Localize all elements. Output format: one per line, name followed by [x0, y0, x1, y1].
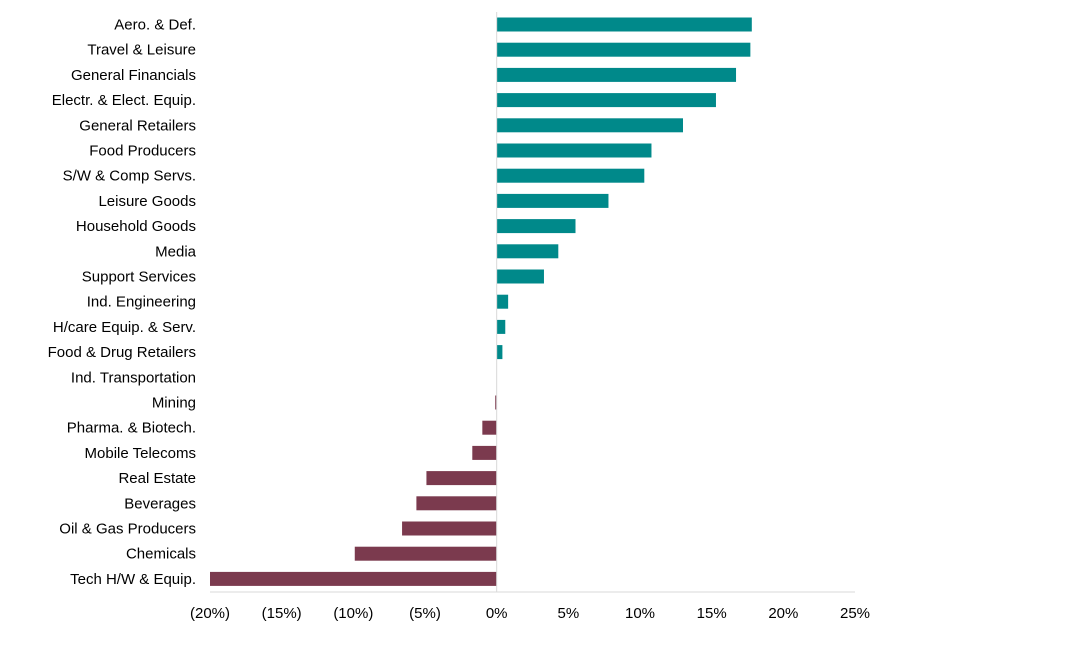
category-label: Aero. & Def.	[114, 17, 196, 34]
x-tick-label: (15%)	[262, 605, 302, 622]
category-label: Oil & Gas Producers	[59, 521, 196, 538]
bar-4	[496, 118, 683, 133]
bar-17	[472, 445, 497, 460]
x-tick-label: 10%	[625, 605, 655, 622]
category-label: Media	[155, 243, 197, 260]
x-tick-label: 0%	[486, 605, 508, 622]
x-tick-label: (20%)	[190, 605, 230, 622]
bar-5	[496, 143, 652, 158]
bar-8	[496, 219, 576, 234]
bar-21	[354, 546, 497, 561]
category-label: Beverages	[124, 495, 196, 512]
bar-20	[402, 521, 497, 536]
x-tick-label: 5%	[557, 605, 579, 622]
category-label: Food Producers	[89, 143, 196, 160]
axes	[210, 12, 855, 593]
bar-1	[496, 42, 751, 57]
bar-11	[496, 294, 509, 309]
category-label: General Retailers	[79, 117, 196, 134]
category-label: Mining	[152, 395, 196, 412]
x-tick-labels: (20%) (15%) (10%) (5%) 0% 5% 10% 15% 20% 25%	[190, 605, 870, 622]
bar-18	[426, 471, 497, 486]
category-label: Household Goods	[76, 218, 196, 235]
category-label: Tech H/W & Equip.	[70, 571, 196, 588]
bar-2	[496, 67, 737, 82]
category-label: Support Services	[82, 269, 196, 286]
x-tick-label: 15%	[697, 605, 727, 622]
category-label: Leisure Goods	[98, 193, 196, 210]
bar-13	[496, 345, 503, 360]
category-label: Ind. Engineering	[87, 294, 196, 311]
bar-10	[496, 269, 544, 284]
bar-12	[496, 319, 506, 334]
bars-group	[210, 17, 752, 586]
category-label: Electr. & Elect. Equip.	[52, 92, 196, 109]
x-tick-label: 25%	[840, 605, 870, 622]
bar-19	[416, 496, 497, 511]
bar-15	[495, 395, 497, 410]
category-labels: Aero. & Def. Travel & Leisure General Fina…	[48, 17, 197, 588]
category-label: S/W & Comp Servs.	[63, 168, 196, 185]
x-tick-label: 20%	[768, 605, 798, 622]
category-label: Mobile Telecoms	[85, 445, 196, 462]
bar-0	[496, 17, 752, 32]
bar-9	[496, 244, 559, 259]
category-label: Chemicals	[126, 546, 196, 563]
category-label: Travel & Leisure	[87, 42, 196, 59]
bar-7	[496, 193, 609, 208]
category-label: Food & Drug Retailers	[48, 344, 196, 361]
bar-6	[496, 168, 645, 183]
x-tick-label: (10%)	[333, 605, 373, 622]
category-label: Ind. Transportation	[71, 369, 196, 386]
bar-3	[496, 93, 716, 108]
category-label: H/care Equip. & Serv.	[53, 319, 196, 336]
category-label: Real Estate	[118, 470, 196, 487]
category-label: General Financials	[71, 67, 196, 84]
bar-16	[482, 420, 497, 435]
x-tick-label: (5%)	[409, 605, 441, 622]
bar-22	[210, 571, 497, 586]
category-label: Pharma. & Biotech.	[67, 420, 196, 437]
